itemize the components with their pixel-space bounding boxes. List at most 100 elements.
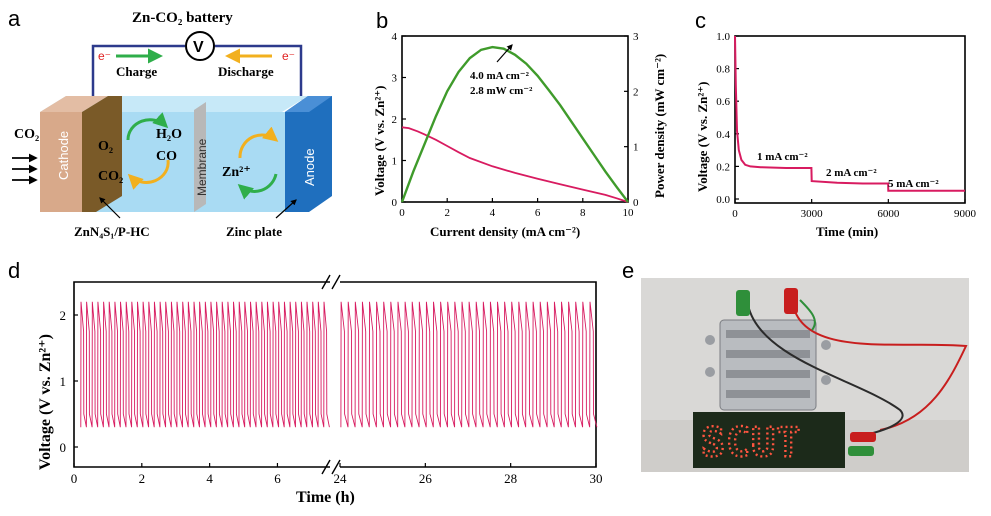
co2-inlet-label: CO₂ — [14, 127, 39, 142]
green-clip-icon — [848, 446, 874, 456]
zinc-pointer — [275, 199, 297, 219]
battery-stack-icon — [705, 319, 831, 411]
chart-d-ytick-label: 2 — [60, 308, 67, 323]
chart-c-xtick-label: 3000 — [801, 208, 824, 220]
anode-block — [285, 96, 332, 212]
chart-b-xtick-label: 4 — [490, 207, 496, 219]
chart-b-xtick-label: 0 — [399, 207, 405, 219]
chart-c-frame — [734, 35, 966, 204]
led-sign-text: SCUT — [701, 420, 801, 466]
chart-c-ytick-label: 0.6 — [716, 96, 730, 108]
catalyst-label: ZnN₄S₁/P-HC — [74, 224, 150, 239]
external-wire — [91, 44, 185, 96]
zinc-plate-label: Zinc plate — [226, 224, 282, 239]
catalyst-layer — [82, 96, 122, 212]
chart-b-xlabel: Current density (mA cm⁻²) — [430, 224, 580, 239]
battery-title: Zn-CO₂ battery — [132, 10, 233, 26]
cathode-cycle-yellow-icon — [127, 159, 170, 190]
membrane-block — [194, 102, 206, 212]
chart-c-ylabel: Voltage (V vs. Zn²⁺) — [695, 82, 710, 192]
chart-c-xlabel: Time (min) — [816, 224, 878, 239]
chart-d-ylabel: Voltage (V vs. Zn²⁺) — [37, 334, 54, 470]
chart-b-y2tick-label: 3 — [633, 31, 639, 43]
discharge-label: Discharge — [218, 64, 274, 79]
axis-break-icon — [321, 274, 341, 475]
charge-label: Charge — [116, 64, 157, 79]
dark-wire — [747, 304, 904, 437]
green-wire — [799, 299, 816, 331]
h2o-label: H₂O — [156, 127, 182, 142]
chart-b-ylabel: Voltage (V vs. Zn²⁺) — [372, 86, 387, 196]
chart-b-annotation-line1: 4.0 mA cm⁻² — [470, 70, 530, 82]
chart-d-xtick-label: 30 — [590, 471, 603, 486]
chart-b-xtick-label: 10 — [623, 207, 635, 219]
co-label: CO — [156, 149, 177, 164]
chart-c-annotation-1: 1 mA cm⁻² — [757, 151, 808, 163]
chart-b-y2tick-label: 2 — [633, 86, 639, 98]
chart-b-voltage-line — [401, 126, 629, 203]
chart-c-ytick-label: 0.0 — [716, 194, 730, 206]
chart-d-frame-right — [340, 281, 597, 468]
chart-b-xtick-label: 8 — [580, 207, 586, 219]
chart-b-ytick-label: 3 — [392, 73, 398, 85]
chart-c-ytick-label: 0.4 — [716, 129, 730, 141]
o2-label: O₂ — [98, 139, 113, 154]
cathode-cycle-green-icon — [126, 112, 169, 141]
led-sign — [693, 412, 845, 468]
voltmeter-icon — [185, 31, 215, 61]
chart-d-xtick-label: 28 — [504, 471, 517, 486]
chart-d-frame-left — [73, 281, 330, 468]
red-clip-icon — [850, 432, 876, 442]
catalyst-pointer — [99, 197, 121, 219]
chart-d-ytick-label: 0 — [60, 440, 67, 455]
external-wire-right — [215, 44, 303, 100]
chart-d-voltage-line — [80, 301, 330, 428]
panel-label-b: b — [376, 8, 388, 33]
chart-c-annotation-2: 2 mA cm⁻² — [826, 167, 877, 179]
cathode-block — [40, 112, 82, 212]
chart-d-xtick-label: 0 — [71, 471, 78, 486]
anode-cycle-yellow-icon — [238, 126, 279, 159]
zn-ion-label: Zn²⁺ — [222, 165, 251, 180]
chart-b-ytick-label: 1 — [392, 156, 398, 168]
cathode-top — [40, 96, 108, 112]
chart-b-xtick-label: 2 — [444, 207, 450, 219]
anode-label: Anode — [302, 148, 317, 186]
chart-c-xtick-label: 6000 — [877, 208, 900, 220]
green-clip-icon — [736, 290, 750, 316]
panel-label-e: e — [622, 258, 634, 283]
chart-b-power-line — [400, 45, 629, 203]
voltmeter-label: V — [193, 39, 204, 56]
anode-cycle-green-icon — [237, 173, 278, 200]
chart-b-ytick-label: 0 — [392, 197, 398, 209]
battery-diagram: Zn-CO₂ battery V e⁻ e⁻ Charge Discharge … — [12, 10, 332, 239]
chart-c-ytick-label: 1.0 — [716, 31, 730, 43]
chart-b-y2tick-label: 0 — [633, 197, 639, 209]
chart-c: 0 3000 6000 9000 0.0 0.2 0.4 0.6 0.8 1.0 1 mA cm⁻… — [695, 31, 977, 239]
chart-c-ytick-label: 0.2 — [716, 161, 730, 173]
chart-b-y2tick-label: 1 — [633, 142, 639, 154]
chart-c-voltage-line — [734, 35, 965, 192]
panel-label-a: a — [8, 6, 21, 31]
chart-d-xtick-label: 26 — [419, 471, 433, 486]
chart-b-ytick-label: 4 — [392, 31, 398, 43]
cathode-label: Cathode — [56, 131, 71, 180]
electron-right: e⁻ — [282, 49, 295, 63]
chart-d-xtick-label: 2 — [139, 471, 146, 486]
chart-d-xtick-label: 4 — [206, 471, 213, 486]
panel-label-c: c — [695, 8, 706, 33]
co2-cathode-label: CO₂ — [98, 169, 123, 184]
chart-b-annotation-line2: 2.8 mW cm⁻² — [470, 85, 533, 97]
chart-b-ytick-label: 2 — [392, 114, 398, 126]
red-wire — [791, 299, 968, 431]
chart-d-xtick-label: 24 — [334, 471, 348, 486]
chart-c-ytick-label: 0.8 — [716, 64, 730, 76]
chart-c-xtick-label: 0 — [732, 208, 738, 220]
electron-left: e⁻ — [98, 49, 111, 63]
red-clip-icon — [784, 288, 798, 314]
chart-b-annotation-arrow — [496, 44, 513, 63]
chart-b-xtick-label: 6 — [535, 207, 541, 219]
